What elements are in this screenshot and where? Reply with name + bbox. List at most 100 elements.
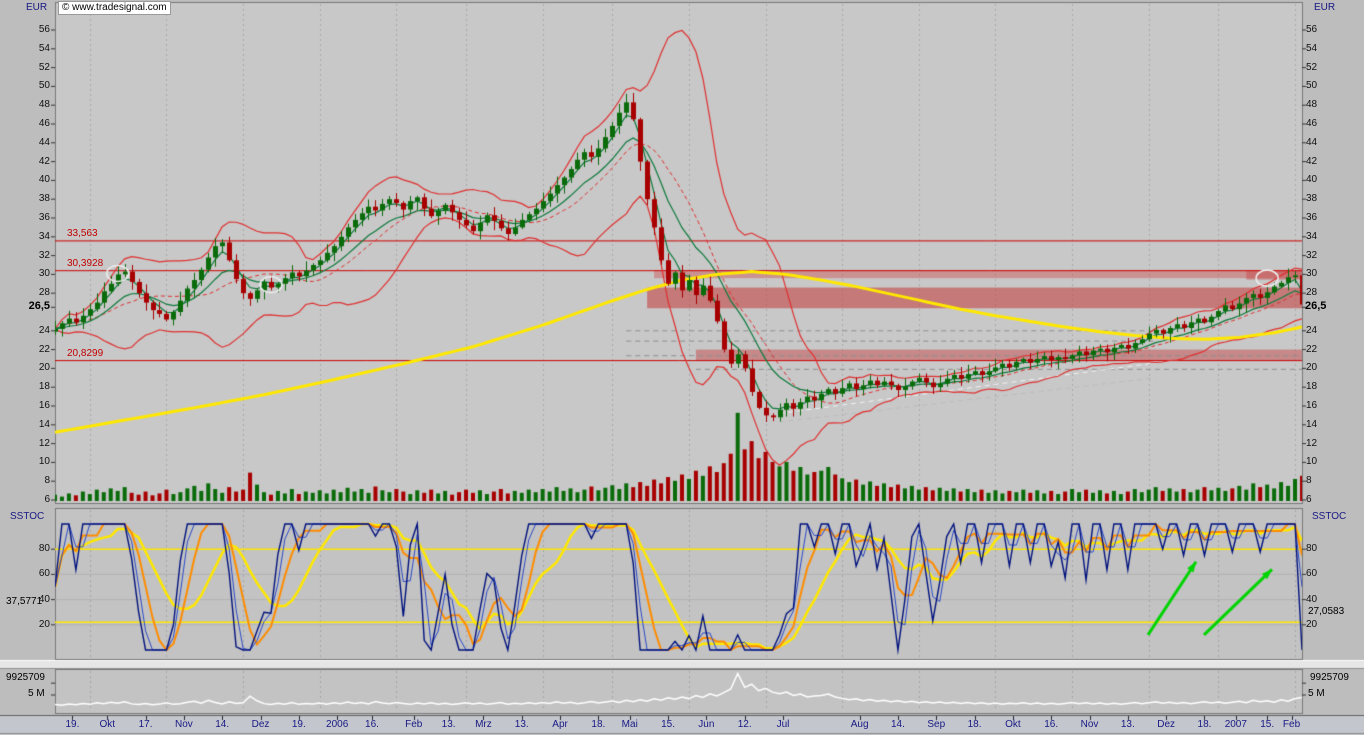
sstoc-tick-label-left: 80 [38, 543, 50, 555]
x-axis-date-label: 13. [1120, 719, 1135, 730]
copyright-label: © www.tradesignal.com [58, 1, 171, 15]
price-tick-label-right: 8 [1306, 475, 1312, 487]
sstoc-tick-label-left: 60 [38, 568, 50, 580]
price-tick-label-left: 28 [38, 287, 50, 299]
price-tick-label-right: 16 [1306, 400, 1318, 411]
sstoc-tick-label-left: 20 [38, 618, 50, 630]
price-tick-label-left: 18 [38, 381, 50, 393]
price-tick-label-right: 10 [1306, 456, 1318, 468]
price-tick-label-left: 22 [38, 343, 50, 355]
price-level-label-2: 30,3928 [67, 258, 104, 269]
currency-label-right: EUR [1314, 2, 1336, 13]
price-tick-label-left: 8 [44, 475, 50, 487]
x-axis-date-label: 17. [138, 719, 153, 730]
x-axis-date-label: Jul [776, 719, 790, 730]
price-tick-label-right: 46 [1306, 118, 1318, 129]
x-axis-date-label: 13. [514, 719, 529, 730]
x-axis-date-label: Nov [174, 719, 193, 730]
price-tick-label-right: 56 [1306, 24, 1318, 35]
price-tick-label-right: 44 [1306, 136, 1318, 148]
x-axis-date-label: Dez [251, 719, 270, 730]
x-axis-date-label: 18. [967, 719, 982, 730]
x-axis-date-label: Sep [927, 719, 946, 730]
price-tick-label-left: 34 [38, 230, 50, 242]
sstoc-tick-label-left: 40 [38, 593, 50, 605]
price-tick-label-right: 42 [1306, 155, 1318, 167]
price-tick-label-right: 50 [1306, 80, 1318, 92]
current-price-label-right: 26,5 [1305, 300, 1327, 312]
x-axis-date-label: 19. [291, 719, 306, 730]
sstoc-label-right: SSTOC [1312, 511, 1347, 522]
price-tick-label-right: 36 [1306, 212, 1318, 223]
price-tick-label-left: 10 [38, 456, 50, 468]
x-axis-date-label: 14. [890, 719, 905, 730]
price-tick-label-left: 16 [38, 400, 50, 411]
x-axis-date-label: 15. [661, 719, 675, 730]
x-axis-date-label: Aug [850, 719, 869, 730]
price-tick-label-right: 54 [1306, 42, 1318, 54]
price-level-label-3: 20,8299 [67, 348, 104, 359]
price-tick-label-left: 42 [38, 155, 50, 167]
volume-scale-left: 5 M [28, 688, 45, 699]
price-tick-label-right: 30 [1306, 268, 1318, 280]
x-axis-date-label: 18. [1197, 719, 1212, 730]
x-axis-date-label: Okt [99, 719, 116, 730]
sstoc-tick-label-right: 20 [1306, 618, 1318, 630]
price-tick-label-right: 48 [1306, 99, 1318, 111]
volume-value-right: 9925709 [1310, 672, 1349, 683]
volume-value-left: 9925709 [6, 672, 45, 683]
x-axis-date-label: 15. [1260, 719, 1275, 730]
price-tick-label-right: 18 [1306, 381, 1318, 393]
price-tick-label-left: 40 [38, 174, 50, 186]
x-axis-date-label: Apr [552, 719, 568, 730]
x-axis-date-label: Dez [1157, 719, 1176, 730]
sstoc-value-left: 37,5771 [6, 596, 43, 607]
x-axis-date-label: 18. [591, 719, 606, 730]
volume-scale-right: 5 M [1308, 688, 1325, 699]
price-tick-label-left: 32 [38, 249, 50, 261]
x-axis-date-label: 13. [441, 719, 456, 730]
price-tick-label-right: 40 [1306, 174, 1318, 186]
sstoc-tick-label-right: 40 [1306, 593, 1318, 605]
price-tick-label-right: 38 [1306, 193, 1318, 205]
x-axis-date-label: 2007 [1224, 719, 1247, 730]
price-tick-label-right: 22 [1306, 343, 1318, 355]
price-tick-label-left: 24 [38, 324, 50, 336]
x-axis-date-label: Mrz [475, 719, 492, 730]
x-axis-date-label: Feb [1282, 719, 1301, 730]
x-axis-date-label: Mai [621, 719, 638, 730]
x-axis-date-label: 12. [737, 719, 752, 730]
price-tick-label-left: 48 [38, 99, 50, 111]
price-tick-label-left: 56 [38, 24, 50, 35]
price-tick-label-right: 20 [1306, 362, 1318, 374]
price-tick-label-left: 38 [38, 193, 50, 205]
x-axis-date-label: Okt [1005, 719, 1021, 730]
price-tick-label-right: 28 [1306, 287, 1318, 299]
price-level-label-1: 33,563 [67, 228, 98, 239]
price-tick-label-right: 34 [1306, 230, 1318, 242]
price-tick-label-right: 12 [1306, 437, 1318, 449]
price-tick-label-right: 6 [1306, 494, 1312, 505]
price-tick-label-left: 46 [38, 118, 50, 129]
sstoc-label-left: SSTOC [10, 511, 45, 522]
x-axis-date-label: Nov [1080, 719, 1099, 730]
x-axis-date-label: Jun [698, 719, 715, 730]
price-tick-label-left: 52 [38, 61, 50, 73]
price-tick-label-left: 20 [38, 362, 50, 374]
price-tick-label-right: 32 [1306, 249, 1318, 261]
sstoc-tick-label-right: 60 [1306, 568, 1318, 580]
price-tick-label-left: 44 [38, 136, 50, 148]
price-tick-label-right: 24 [1306, 324, 1318, 336]
sstoc-value-right: 27,0583 [1308, 606, 1345, 617]
price-tick-label-left: 14 [38, 418, 50, 430]
price-tick-label-left: 12 [38, 437, 50, 449]
x-axis-date-label: 16. [365, 719, 379, 730]
price-tick-label-left: 30 [38, 268, 50, 280]
price-tick-label-right: 52 [1306, 61, 1318, 73]
x-axis-date-label: Feb [405, 719, 423, 730]
price-tick-label-left: 36 [38, 212, 50, 223]
currency-label-left: EUR [26, 2, 48, 13]
price-tick-label-left: 54 [38, 42, 50, 54]
